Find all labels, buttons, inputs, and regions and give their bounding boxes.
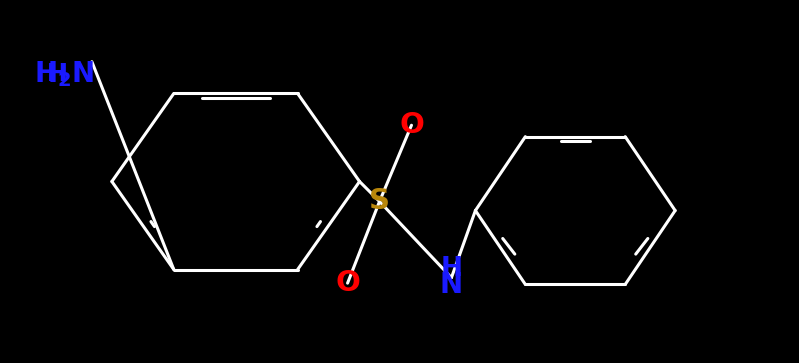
Text: $\mathregular{H_2N}$: $\mathregular{H_2N}$ — [34, 60, 94, 89]
Text: N: N — [440, 271, 463, 299]
Text: O: O — [335, 269, 360, 297]
Text: H: H — [440, 256, 463, 282]
Text: H: H — [47, 62, 68, 86]
Text: S: S — [369, 187, 390, 216]
Text: H: H — [47, 62, 68, 86]
Text: O: O — [399, 111, 424, 139]
